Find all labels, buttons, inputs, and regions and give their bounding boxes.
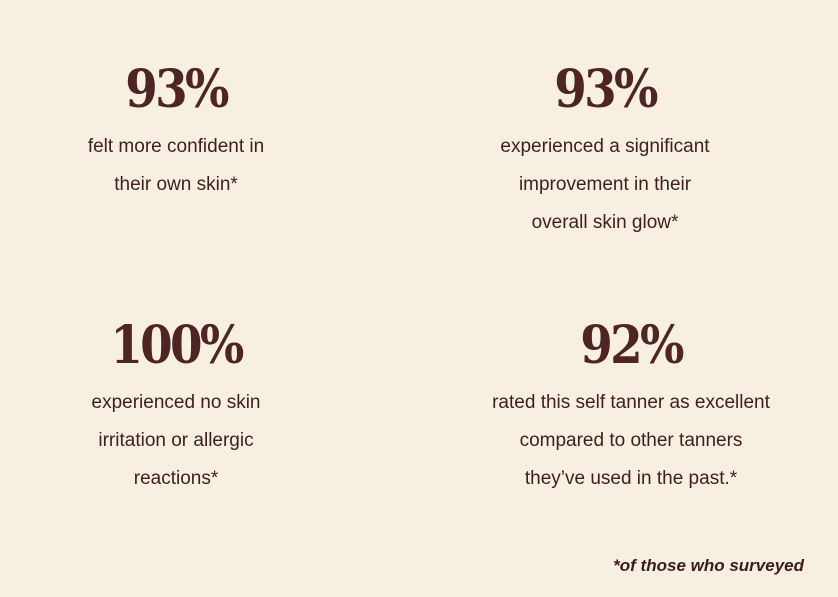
stat-description: rated this self tanner as excellent comp…: [492, 392, 770, 489]
stat-description: experienced a significant improvement in…: [500, 136, 710, 233]
stat-value: 93%: [125, 59, 229, 120]
stat-value: 93%: [554, 59, 658, 120]
stat-skin-glow: 93% experienced a significant improvemen…: [405, 60, 805, 242]
stat-no-irritation: 100% experienced no skin irritation or a…: [0, 316, 376, 498]
stat-description: experienced no skin irritation or allerg…: [91, 392, 261, 489]
footnote: *of those who surveyed: [613, 556, 804, 575]
stat-excellent-rating: 92% rated this self tanner as excellent …: [431, 316, 831, 498]
stat-value: 92%: [580, 315, 684, 376]
stat-value: 100%: [110, 315, 244, 376]
stat-description: felt more confident in their own skin*: [87, 136, 265, 195]
stat-confidence: 93% felt more confident in their own ski…: [0, 60, 376, 204]
